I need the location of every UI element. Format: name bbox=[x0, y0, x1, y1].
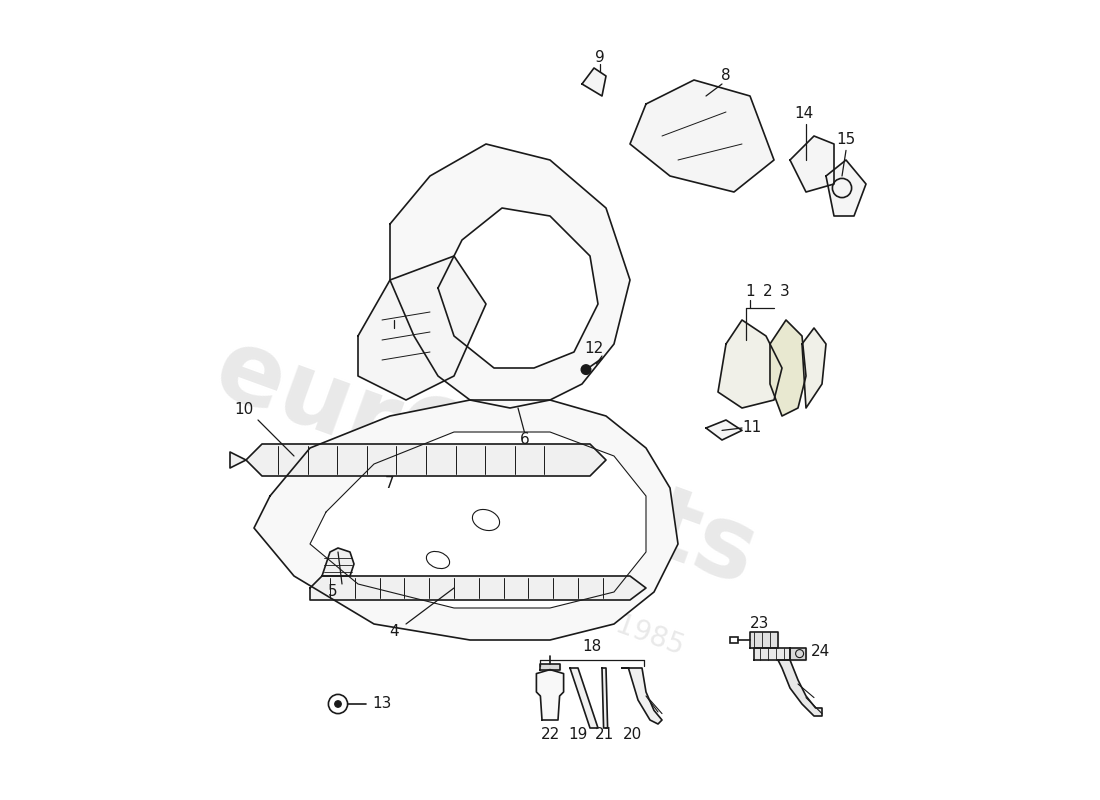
Text: 18: 18 bbox=[582, 639, 602, 654]
Text: 1: 1 bbox=[745, 285, 755, 299]
Text: 19: 19 bbox=[569, 727, 587, 742]
Polygon shape bbox=[826, 160, 866, 216]
Polygon shape bbox=[630, 80, 774, 192]
Polygon shape bbox=[254, 400, 678, 640]
Text: eurOparts: eurOparts bbox=[202, 321, 770, 607]
Polygon shape bbox=[754, 648, 790, 660]
Polygon shape bbox=[802, 328, 826, 408]
Text: 8: 8 bbox=[722, 69, 730, 83]
Polygon shape bbox=[230, 452, 246, 468]
Text: 11: 11 bbox=[742, 421, 761, 435]
Polygon shape bbox=[790, 648, 806, 660]
Polygon shape bbox=[540, 664, 560, 670]
Text: 24: 24 bbox=[811, 645, 830, 659]
Polygon shape bbox=[390, 144, 630, 408]
Text: 23: 23 bbox=[750, 617, 769, 631]
Circle shape bbox=[581, 365, 591, 374]
Polygon shape bbox=[358, 256, 486, 400]
Polygon shape bbox=[322, 548, 354, 576]
Circle shape bbox=[334, 701, 341, 707]
Text: 20: 20 bbox=[623, 727, 642, 742]
Text: a passion for parts since 1985: a passion for parts since 1985 bbox=[284, 491, 688, 661]
Text: 13: 13 bbox=[373, 697, 392, 711]
Text: 22: 22 bbox=[540, 727, 560, 742]
Polygon shape bbox=[310, 576, 646, 600]
Polygon shape bbox=[438, 208, 598, 368]
Text: 2: 2 bbox=[762, 285, 772, 299]
Text: 10: 10 bbox=[234, 402, 254, 417]
Text: 7: 7 bbox=[385, 477, 395, 491]
Text: 4: 4 bbox=[389, 625, 399, 639]
Polygon shape bbox=[706, 420, 743, 440]
Polygon shape bbox=[570, 668, 598, 728]
Polygon shape bbox=[750, 632, 778, 648]
Polygon shape bbox=[778, 660, 822, 716]
Text: 3: 3 bbox=[780, 285, 790, 299]
Bar bbox=[730, 637, 738, 643]
Polygon shape bbox=[582, 68, 606, 96]
Text: 5: 5 bbox=[328, 585, 338, 599]
Polygon shape bbox=[246, 444, 606, 476]
Text: 15: 15 bbox=[836, 133, 856, 147]
Text: 12: 12 bbox=[584, 341, 604, 355]
Polygon shape bbox=[790, 136, 834, 192]
Polygon shape bbox=[770, 320, 806, 416]
Text: 6: 6 bbox=[519, 433, 529, 447]
Polygon shape bbox=[621, 668, 662, 724]
Polygon shape bbox=[537, 670, 563, 720]
Text: 14: 14 bbox=[795, 106, 814, 121]
Text: 9: 9 bbox=[595, 50, 605, 65]
Polygon shape bbox=[602, 668, 607, 728]
Polygon shape bbox=[310, 432, 646, 608]
Text: 21: 21 bbox=[595, 727, 614, 742]
Polygon shape bbox=[718, 320, 782, 408]
